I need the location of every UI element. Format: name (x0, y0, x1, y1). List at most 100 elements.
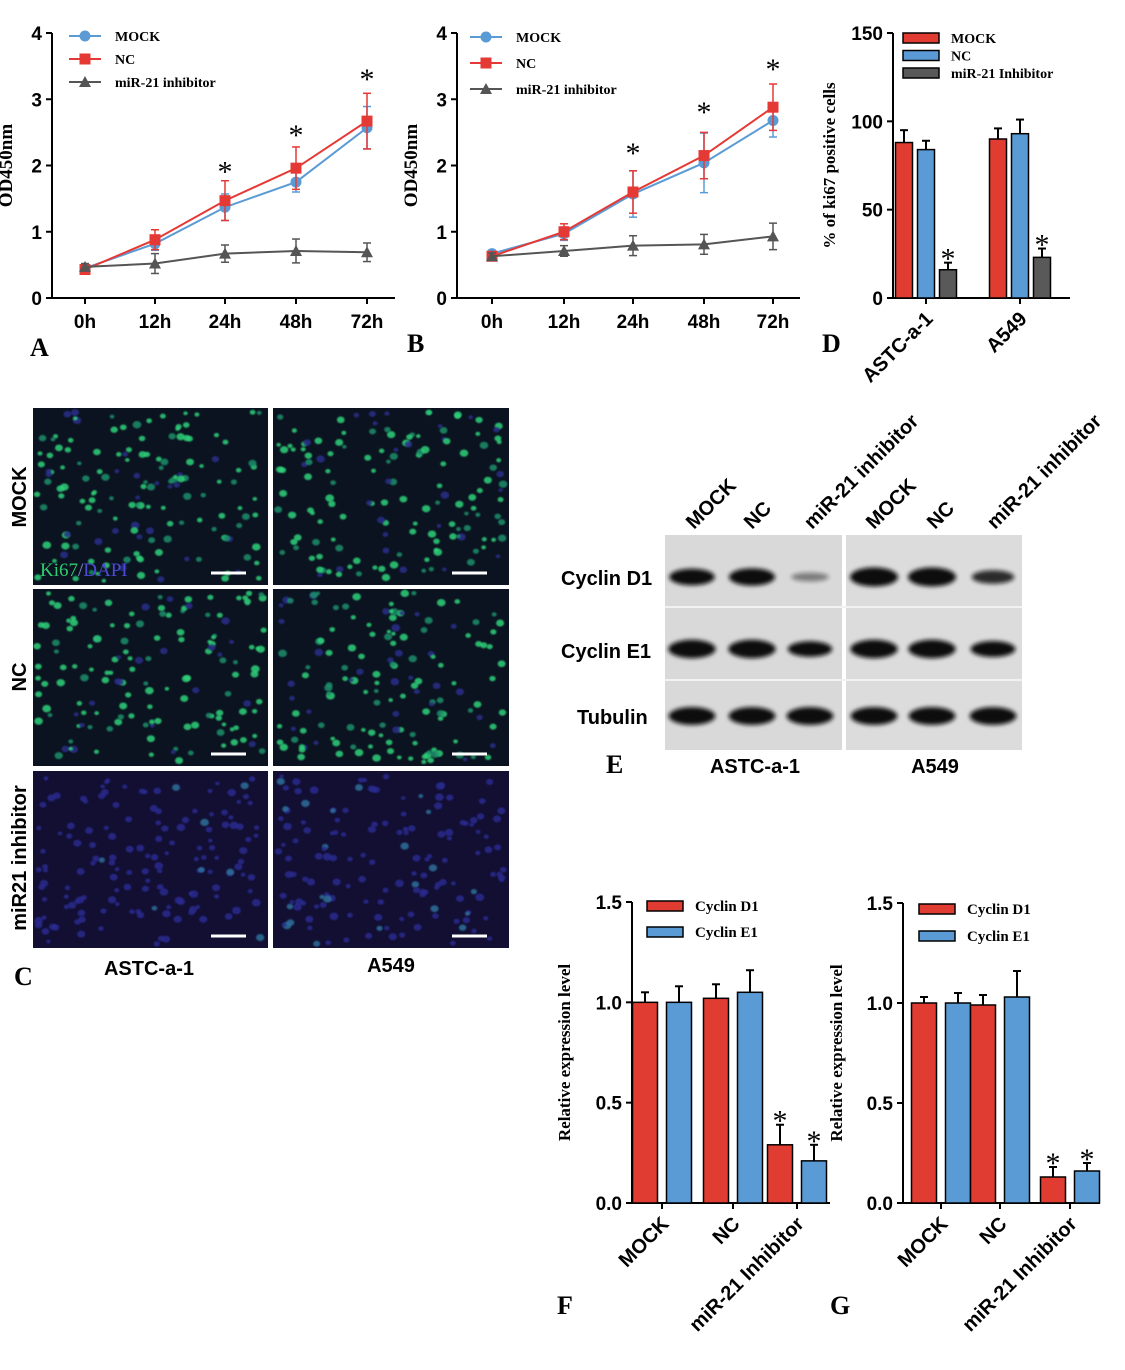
cell-nucleus (38, 884, 46, 890)
cell-nucleus (94, 711, 100, 716)
cell-nucleus (241, 513, 250, 520)
data-point-inhibitor (219, 247, 231, 259)
cell-nucleus (221, 575, 229, 582)
cell-nucleus (289, 695, 295, 701)
cell-nucleus (305, 665, 311, 670)
cell-nucleus (430, 905, 439, 913)
cell-nucleus (387, 657, 394, 663)
cell-nucleus (303, 827, 312, 834)
cell-nucleus (122, 649, 129, 655)
cell-nucleus (391, 631, 396, 636)
cell-nucleus (199, 464, 204, 468)
x-tick-label: A549 (982, 308, 1031, 357)
data-point-inhibitor (486, 250, 498, 262)
cell-nucleus (325, 569, 332, 575)
cell-nucleus (79, 722, 85, 728)
cell-nucleus (489, 743, 496, 749)
cell-nucleus (87, 724, 93, 730)
cell-nucleus (77, 930, 86, 938)
cell-nucleus (256, 410, 262, 415)
cell-nucleus (240, 737, 247, 743)
cell-nucleus (313, 740, 319, 745)
cell-nucleus (108, 670, 114, 675)
cell-nucleus (94, 538, 103, 546)
cell-nucleus (282, 785, 290, 791)
cell-nucleus (388, 609, 394, 614)
chart-b-cck8-a549: 0 1 2 3 4 0h 12h 24h 48h 72h OD450nm MOCK NC miR-21 i… (401, 24, 800, 333)
cell-nucleus (367, 729, 376, 736)
cell-nucleus (76, 896, 85, 904)
cell-nucleus (365, 932, 373, 939)
cell-nucleus (172, 784, 181, 791)
cell-nucleus (317, 637, 325, 644)
cell-nucleus (358, 875, 366, 883)
cell-nucleus (469, 817, 478, 824)
cell-nucleus (142, 722, 149, 728)
cell-nucleus (498, 480, 508, 488)
cell-nucleus (229, 727, 235, 732)
image-background (33, 408, 268, 585)
y-tick-label: 3 (436, 90, 447, 111)
cell-nucleus (453, 739, 458, 744)
cell-nucleus (181, 816, 190, 824)
cell-nucleus (382, 773, 390, 780)
cell-nucleus (72, 543, 80, 550)
cell-nucleus (324, 684, 333, 692)
legend-label-red_bar: Cyclin D1 (695, 899, 759, 915)
cell-nucleus (136, 534, 143, 540)
cell-nucleus (469, 822, 475, 827)
cell-nucleus (355, 571, 362, 577)
cell-nucleus (128, 713, 135, 719)
cell-nucleus (496, 619, 505, 627)
cell-nucleus (388, 601, 394, 607)
data-point-nc (767, 101, 779, 113)
cell-nucleus (282, 806, 289, 812)
cell-nucleus (363, 899, 369, 904)
bar-red_bar (988, 138, 1008, 299)
y-axis-label: % of ki67 positive cells (820, 82, 839, 249)
cell-nucleus (382, 608, 390, 615)
cell-nucleus (444, 828, 454, 837)
cell-nucleus (41, 915, 47, 920)
y-tick-label: 1.0 (867, 994, 893, 1015)
cell-nucleus (286, 919, 295, 926)
blot-band (791, 572, 829, 582)
cell-nucleus (60, 551, 69, 559)
cell-nucleus (470, 505, 477, 511)
cell-nucleus (424, 557, 430, 562)
blot-band (787, 641, 833, 657)
cell-nucleus (498, 709, 507, 716)
cell-nucleus (148, 752, 154, 757)
cell-nucleus (426, 750, 432, 755)
cell-nucleus (297, 753, 305, 761)
cell-nucleus (412, 854, 421, 862)
cell-nucleus (462, 757, 468, 762)
cell-nucleus (209, 812, 214, 817)
panel-letter-e: E (606, 750, 623, 779)
cell-nucleus (252, 512, 259, 518)
cell-nucleus (218, 512, 226, 519)
cell-nucleus (149, 805, 158, 812)
cell-nucleus (35, 867, 42, 873)
cell-nucleus (276, 442, 281, 447)
cell-nucleus (360, 852, 366, 858)
cell-nucleus (114, 888, 120, 893)
cell-nucleus (47, 712, 53, 718)
cell-nucleus (154, 569, 160, 574)
cell-nucleus (373, 688, 379, 694)
cell-nucleus (436, 598, 446, 607)
cell-nucleus (287, 443, 293, 449)
y-axis-label: Relative expression level (555, 964, 574, 1141)
cell-nucleus (43, 776, 49, 781)
cell-nucleus (170, 749, 176, 755)
cell-nucleus (432, 913, 439, 919)
cell-nucleus (89, 842, 97, 848)
cell-nucleus (129, 666, 136, 672)
y-tick-label: 0.0 (867, 1194, 893, 1215)
cell-nucleus (77, 461, 82, 466)
cell-nucleus (422, 708, 430, 715)
data-point-nc (558, 226, 570, 238)
cell-nucleus (209, 845, 216, 851)
cell-nucleus (149, 719, 155, 725)
